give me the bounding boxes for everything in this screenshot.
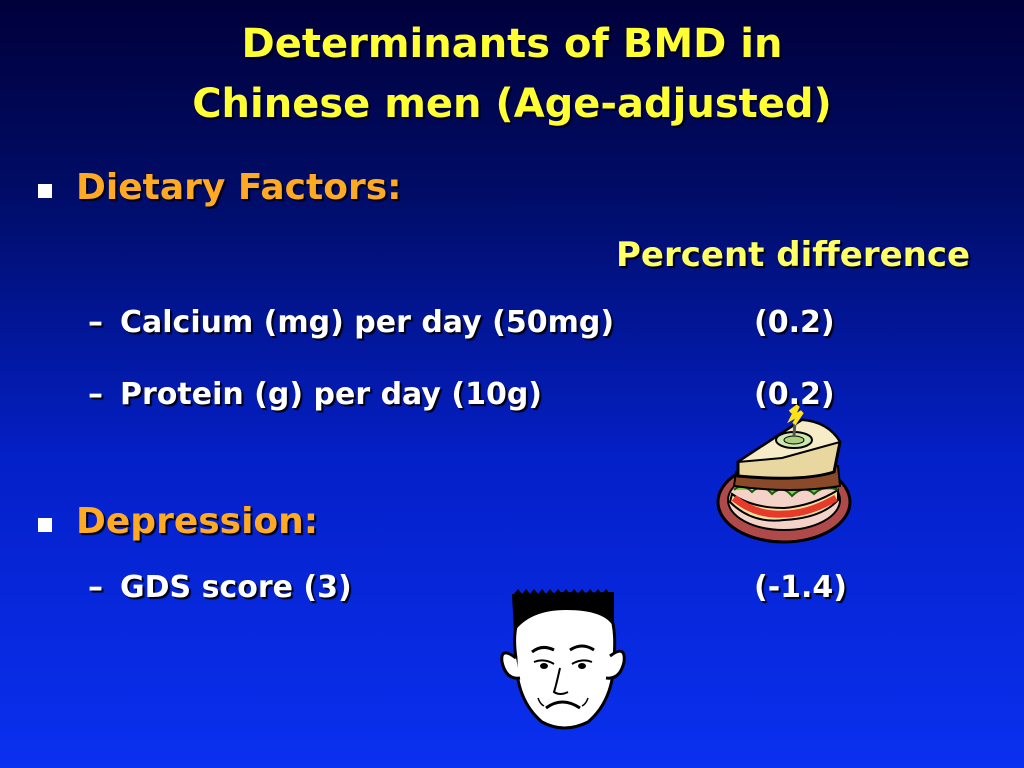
sad-face-icon [500, 589, 626, 730]
column-header-percent-difference: Percent difference [616, 235, 971, 275]
section-heading-dietary: Dietary Factors: [76, 167, 402, 208]
item-label-calcium: Calcium (mg) per day (50mg) [120, 305, 615, 340]
section-heading-depression: Depression: [76, 501, 319, 542]
item-value-calcium: (0.2) [754, 305, 835, 340]
bullet-square-icon [38, 184, 52, 198]
dash-marker: – [88, 305, 103, 340]
sandwich-icon [716, 404, 852, 544]
item-value-protein: (0.2) [754, 377, 835, 412]
item-label-protein: Protein (g) per day (10g) [120, 377, 543, 412]
slide-title-line-2: Chinese men (Age-adjusted) [192, 81, 832, 127]
item-value-gds-score: (-1.4) [754, 570, 848, 605]
dash-marker: – [88, 377, 103, 412]
dash-marker: – [88, 570, 103, 605]
item-label-gds-score: GDS score (3) [120, 570, 352, 605]
bullet-square-icon [38, 518, 52, 532]
slide-title-line-1: Determinants of BMD in [241, 21, 783, 67]
